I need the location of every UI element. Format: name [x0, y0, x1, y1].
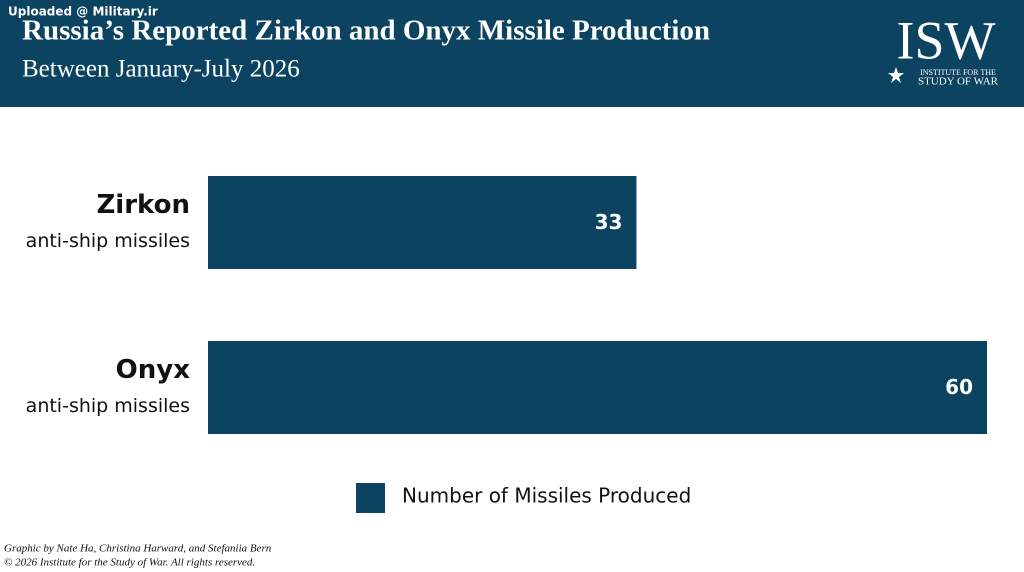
- header-band: [0, 0, 1024, 107]
- bar: [208, 176, 637, 269]
- legend-label: Number of Missiles Produced: [402, 484, 691, 508]
- legend-swatch: [356, 483, 385, 513]
- logo-mark: ISW: [897, 10, 996, 70]
- category-sublabel: anti-ship missiles: [26, 230, 190, 252]
- category-label: Zirkon: [96, 190, 190, 220]
- bar: [208, 341, 987, 434]
- logo-star: [888, 67, 904, 83]
- category-sublabel: anti-ship missiles: [26, 395, 190, 417]
- watermark: Uploaded @ Military.ir: [8, 5, 158, 19]
- logo-line1: INSTITUTE FOR THE: [920, 68, 996, 77]
- data-label: 60: [945, 375, 973, 399]
- data-label: 33: [595, 210, 623, 234]
- footer-copyright: © 2026 Institute for the Study of War. A…: [4, 557, 255, 569]
- chart-title: Russia’s Reported Zirkon and Onyx Missil…: [22, 15, 710, 47]
- category-label: Onyx: [116, 355, 191, 385]
- footer-credit: Graphic by Nate Ha, Christina Harward, a…: [4, 543, 272, 555]
- logo-line2: STUDY OF WAR: [918, 76, 999, 88]
- chart-subtitle: Between January-July 2026: [22, 56, 300, 83]
